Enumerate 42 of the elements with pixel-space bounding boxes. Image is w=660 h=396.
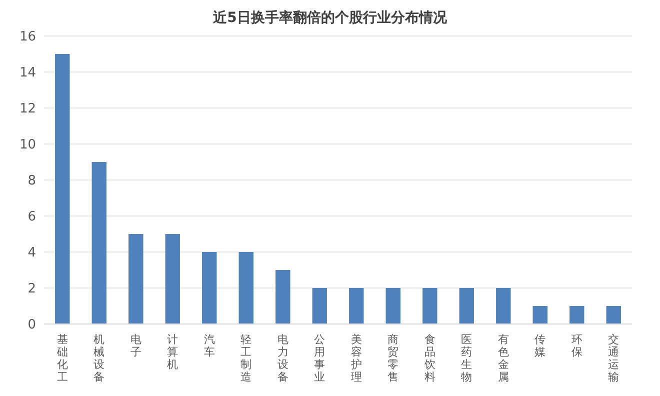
bar: [238, 252, 254, 324]
y-tick-label: 10: [19, 138, 36, 153]
bar: [606, 306, 621, 324]
bar: [55, 54, 70, 324]
x-tick-label: 基础化工: [56, 333, 68, 384]
y-tick-label: 0: [28, 318, 36, 333]
x-tick-label: 交通运输: [608, 333, 620, 384]
y-tick-label: 8: [28, 174, 36, 189]
x-tick-label: 电力设备: [277, 333, 288, 384]
y-tick-label: 6: [28, 210, 36, 225]
bar: [349, 288, 364, 324]
bar: [459, 288, 474, 324]
x-tick-label: 美容护理: [350, 333, 362, 384]
bar: [202, 252, 217, 324]
x-tick-label: 轻工制造: [240, 333, 252, 384]
x-tick-label: 机械设备: [94, 333, 105, 384]
y-tick-label: 12: [19, 102, 36, 117]
x-tick-label: 有色金属: [498, 333, 509, 384]
chart-title: 近5日换手率翻倍的个股行业分布情况: [212, 8, 448, 28]
x-tick-label: 公用事业: [314, 333, 326, 384]
bar: [276, 270, 290, 324]
bar: [422, 288, 438, 324]
bar: [165, 234, 180, 324]
bar: [496, 288, 511, 324]
x-tick-label: 传媒: [534, 333, 546, 358]
x-tick-label: 环保: [571, 333, 582, 358]
bar: [532, 306, 548, 324]
bar: [128, 234, 144, 324]
y-tick-label: 4: [28, 246, 36, 261]
x-tick-label: 汽车: [204, 333, 215, 358]
y-tick-label: 2: [28, 282, 36, 297]
bar: [92, 162, 106, 324]
y-tick-label: 16: [19, 30, 36, 45]
x-tick-label: 计算机: [167, 333, 178, 371]
bar: [570, 306, 584, 324]
bar: [386, 288, 400, 324]
y-tick-label: 14: [19, 66, 36, 81]
x-tick-label: 电子: [130, 333, 142, 358]
x-tick-label: 食品饮料: [423, 333, 436, 384]
x-tick-label: 医药生物: [461, 333, 472, 384]
x-tick-label: 商贸零售: [388, 333, 399, 384]
bar: [312, 288, 327, 324]
